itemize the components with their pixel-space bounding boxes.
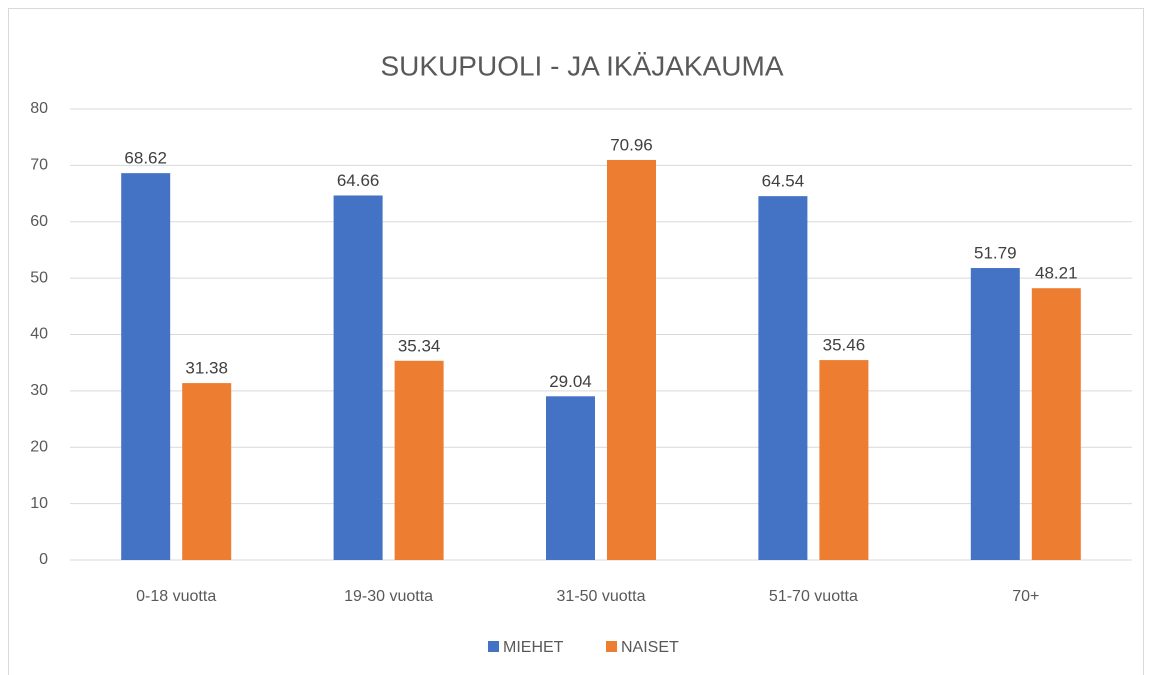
- bar: [819, 360, 869, 560]
- data-label: 48.21: [1035, 264, 1078, 283]
- bar: [182, 383, 232, 560]
- legend-swatch: [606, 641, 617, 652]
- y-tick-label: 30: [30, 382, 48, 399]
- x-tick-label: 31-50 vuotta: [557, 588, 646, 605]
- data-label: 35.34: [398, 336, 441, 355]
- data-label: 51.79: [974, 244, 1017, 263]
- data-label: 31.38: [185, 359, 228, 378]
- y-tick-label: 50: [30, 269, 48, 286]
- x-tick-label: 70+: [1012, 588, 1039, 605]
- x-tick-label: 51-70 vuotta: [769, 588, 858, 605]
- y-tick-label: 10: [30, 495, 48, 512]
- y-tick-label: 70: [30, 157, 48, 174]
- chart-frame: [8, 8, 1144, 675]
- legend-label: MIEHET: [503, 639, 564, 656]
- data-label: 70.96: [610, 135, 653, 154]
- legend-swatch: [488, 641, 499, 652]
- bar: [970, 268, 1020, 560]
- chart-title: SUKUPUOLI - JA IKÄJAKAUMA: [381, 50, 784, 81]
- legend-label: NAISET: [621, 639, 679, 656]
- bar: [1031, 288, 1081, 560]
- data-label: 68.62: [124, 149, 167, 168]
- data-label: 64.54: [762, 172, 805, 191]
- data-label: 64.66: [337, 171, 380, 190]
- bar: [394, 360, 444, 560]
- data-label: 35.46: [823, 336, 866, 355]
- y-tick-label: 40: [30, 326, 48, 343]
- y-tick-label: 80: [30, 100, 48, 117]
- bar: [333, 195, 383, 560]
- x-tick-label: 0-18 vuotta: [136, 588, 216, 605]
- bar: [546, 396, 595, 560]
- data-label: 29.04: [549, 372, 592, 391]
- bar: [121, 173, 171, 560]
- y-tick-label: 60: [30, 213, 48, 230]
- y-tick-label: 0: [39, 551, 48, 568]
- y-tick-label: 20: [30, 438, 48, 455]
- bar: [607, 159, 656, 560]
- x-tick-label: 19-30 vuotta: [344, 588, 433, 605]
- bar: [758, 196, 808, 560]
